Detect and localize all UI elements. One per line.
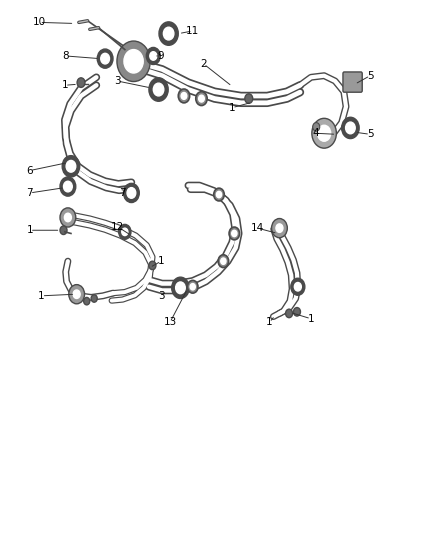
Circle shape [60, 208, 76, 227]
Text: 1: 1 [266, 318, 273, 327]
Text: 3: 3 [114, 76, 121, 86]
Text: 1: 1 [229, 103, 236, 112]
Circle shape [181, 93, 187, 100]
Circle shape [127, 188, 136, 198]
Circle shape [276, 224, 283, 232]
Circle shape [318, 125, 331, 141]
Circle shape [77, 78, 85, 87]
Text: 9: 9 [158, 51, 165, 61]
Circle shape [101, 53, 110, 64]
Text: 5: 5 [367, 71, 374, 80]
Circle shape [176, 282, 185, 294]
Circle shape [163, 27, 174, 40]
Circle shape [196, 92, 207, 106]
Circle shape [60, 177, 76, 196]
Text: 8: 8 [62, 51, 69, 61]
Text: 1: 1 [26, 225, 33, 235]
Circle shape [294, 282, 301, 291]
FancyBboxPatch shape [343, 72, 362, 92]
Circle shape [124, 183, 139, 203]
Circle shape [64, 213, 71, 222]
Text: 10: 10 [33, 18, 46, 27]
Circle shape [187, 280, 198, 293]
Circle shape [190, 284, 195, 290]
Text: 1: 1 [158, 256, 165, 266]
Circle shape [291, 278, 305, 295]
Circle shape [221, 258, 226, 264]
Text: 6: 6 [26, 166, 33, 175]
Text: 2: 2 [200, 59, 207, 69]
Circle shape [149, 261, 156, 270]
Circle shape [62, 156, 80, 177]
Circle shape [214, 188, 224, 201]
Text: 14: 14 [251, 223, 264, 233]
Text: 12: 12 [111, 222, 124, 231]
Circle shape [153, 83, 164, 96]
Circle shape [146, 47, 160, 64]
Circle shape [73, 290, 80, 298]
Circle shape [346, 122, 355, 134]
Circle shape [66, 160, 76, 172]
Circle shape [172, 277, 189, 298]
Circle shape [272, 219, 287, 238]
Circle shape [64, 181, 72, 192]
Circle shape [69, 285, 85, 304]
Circle shape [159, 22, 178, 45]
Circle shape [312, 118, 336, 148]
Circle shape [216, 191, 222, 198]
Circle shape [286, 309, 293, 318]
Text: 4: 4 [312, 128, 319, 138]
Circle shape [342, 117, 359, 139]
Circle shape [150, 52, 157, 60]
Circle shape [119, 224, 131, 239]
Circle shape [232, 230, 237, 237]
Circle shape [293, 308, 300, 316]
Text: 5: 5 [367, 130, 374, 139]
Circle shape [178, 89, 190, 103]
Circle shape [149, 78, 168, 101]
Circle shape [91, 295, 97, 302]
Circle shape [199, 95, 204, 102]
Circle shape [60, 226, 67, 235]
Text: 11: 11 [186, 26, 199, 36]
Circle shape [97, 49, 113, 68]
Circle shape [229, 227, 240, 240]
Circle shape [84, 297, 90, 305]
Circle shape [117, 41, 150, 82]
Text: 1: 1 [307, 314, 314, 324]
Text: 1: 1 [61, 80, 68, 90]
Text: 7: 7 [26, 188, 33, 198]
Text: 3: 3 [158, 291, 165, 301]
Text: 1: 1 [38, 291, 45, 301]
Circle shape [313, 123, 320, 131]
Text: 13: 13 [163, 318, 177, 327]
Circle shape [218, 255, 229, 268]
Circle shape [124, 50, 143, 73]
Circle shape [122, 228, 128, 236]
Text: 7: 7 [119, 188, 126, 198]
Circle shape [245, 94, 253, 103]
